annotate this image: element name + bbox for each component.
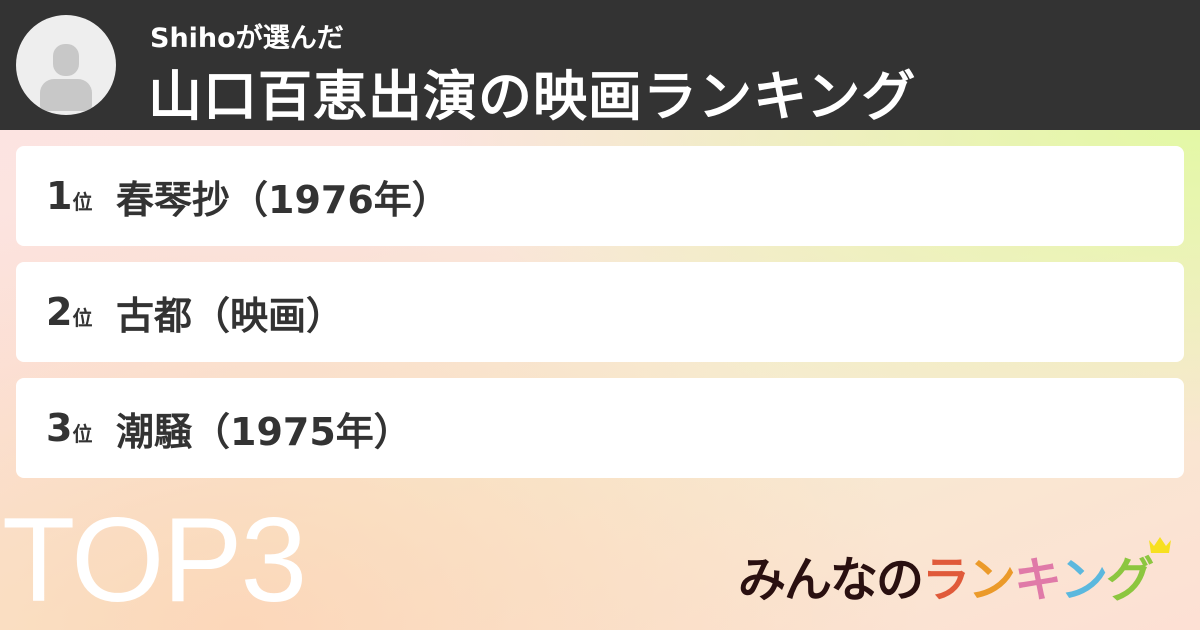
crown-icon <box>1149 537 1171 553</box>
page-title: 山口百恵出演の映画ランキング <box>148 65 917 128</box>
ranking-item[interactable]: 2位 古都（映画） <box>16 262 1184 362</box>
logo-prefix: みんなの <box>738 552 924 608</box>
ranking-item[interactable]: 1位 春琴抄（1976年） <box>16 146 1184 246</box>
user-avatar-icon[interactable] <box>16 15 116 115</box>
item-title: 古都（映画） <box>116 293 345 338</box>
header: Shihoが選んだ 山口百恵出演の映画ランキング <box>0 0 1200 130</box>
logo-char: グ <box>1106 552 1154 608</box>
logo-char: ン <box>968 552 1016 608</box>
logo-char: キ <box>1014 552 1062 608</box>
ranking-item[interactable]: 3位 潮騒（1975年） <box>16 378 1184 478</box>
item-title: 潮騒（1975年） <box>116 409 412 454</box>
rank-number: 2位 <box>46 290 93 334</box>
rank-number: 3位 <box>46 406 93 450</box>
top3-badge: TOP3 <box>2 493 307 627</box>
logo-char: ン <box>1060 552 1108 608</box>
item-title: 春琴抄（1976年） <box>116 177 450 222</box>
logo-char: ラ <box>922 552 970 608</box>
rank-number: 1位 <box>46 174 93 218</box>
chooser-label: Shihoが選んだ <box>150 23 344 54</box>
site-logo[interactable]: みんなのランキング <box>738 540 1154 610</box>
